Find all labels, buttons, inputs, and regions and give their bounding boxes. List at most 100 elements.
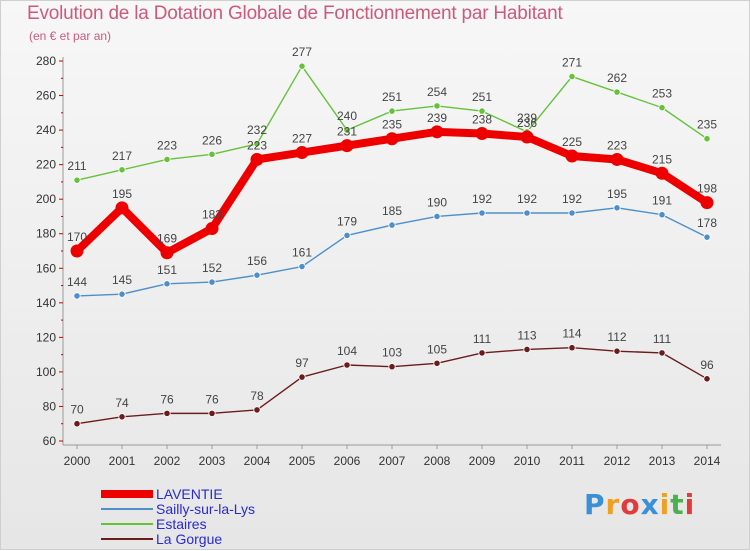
data-label: 103 — [382, 346, 402, 360]
data-label: 185 — [382, 204, 402, 218]
data-point — [298, 262, 306, 271]
data-point — [703, 233, 711, 241]
data-point — [163, 409, 171, 417]
data-point — [610, 152, 624, 166]
y-tick-label: 280 — [36, 54, 56, 68]
data-point — [433, 359, 441, 367]
data-point — [343, 126, 351, 134]
data-point — [703, 375, 711, 383]
data-label: 239 — [517, 111, 537, 125]
legend-swatch — [101, 490, 153, 498]
x-tick-label: 2009 — [469, 454, 496, 468]
data-label: 156 — [247, 254, 267, 268]
y-tick-label: 220 — [36, 158, 56, 172]
logo-letter: i — [684, 488, 696, 521]
x-tick-label: 2011 — [559, 454, 585, 468]
y-tick-label: 200 — [36, 192, 56, 206]
data-label: 191 — [652, 194, 672, 208]
data-point — [568, 344, 576, 352]
data-point — [208, 150, 216, 158]
data-point — [340, 139, 354, 153]
data-label: 192 — [472, 192, 492, 206]
data-label: 253 — [652, 87, 672, 101]
data-label: 183 — [202, 208, 222, 222]
data-point — [655, 166, 669, 180]
data-label: 240 — [337, 109, 357, 123]
data-label: 161 — [292, 246, 312, 260]
data-label: 192 — [517, 192, 537, 206]
data-point — [343, 361, 351, 369]
y-tick-label: 180 — [36, 227, 56, 241]
data-label: 151 — [157, 263, 177, 277]
data-point — [430, 125, 444, 139]
data-point — [160, 246, 174, 260]
data-point — [295, 146, 309, 160]
logo-letter: r — [605, 488, 621, 521]
legend-label: La Gorgue — [156, 531, 223, 547]
data-label: 231 — [337, 125, 357, 139]
data-label: 96 — [700, 358, 714, 372]
data-point — [700, 196, 714, 210]
y-tick-label: 140 — [36, 296, 56, 310]
legend-swatch — [101, 508, 153, 510]
data-point — [568, 72, 576, 81]
data-point — [115, 201, 129, 215]
data-label: 277 — [292, 45, 312, 59]
data-point — [208, 409, 216, 417]
logo-letter: x — [640, 488, 660, 521]
series-sailly-sur-la-lys — [73, 204, 711, 300]
data-label: 152 — [202, 261, 222, 275]
data-label: 211 — [67, 159, 86, 173]
data-label: 195 — [607, 187, 627, 201]
data-label: 251 — [472, 90, 492, 104]
data-label: 192 — [562, 192, 582, 206]
data-point — [565, 149, 579, 163]
data-point — [523, 209, 531, 217]
data-label: 271 — [562, 56, 582, 70]
legend-label: LAVENTIE — [156, 486, 223, 502]
proxiti-logo: Proxiti — [584, 488, 695, 521]
data-label: 215 — [652, 152, 672, 166]
data-label: 225 — [562, 135, 582, 149]
data-point — [208, 278, 216, 286]
y-tick-label: 260 — [36, 89, 56, 103]
data-label: 104 — [337, 344, 357, 358]
data-point — [253, 140, 261, 148]
logo-letter: t — [670, 488, 685, 521]
data-point — [118, 166, 126, 174]
data-label: 226 — [202, 133, 222, 147]
data-point — [253, 271, 261, 279]
data-label: 70 — [70, 403, 84, 417]
data-label: 262 — [607, 71, 627, 85]
data-point — [118, 290, 126, 298]
y-tick-label: 60 — [43, 434, 57, 448]
series-la-gorgue — [73, 344, 711, 428]
logo-letter: i — [659, 488, 671, 521]
x-tick-label: 2010 — [514, 454, 541, 468]
data-point — [433, 212, 441, 221]
y-tick-label: 160 — [36, 261, 56, 275]
data-point — [433, 102, 441, 110]
x-tick-label: 2003 — [199, 454, 226, 468]
data-point — [478, 349, 486, 357]
data-label: 254 — [427, 85, 447, 99]
data-point — [613, 204, 621, 212]
data-label: 114 — [562, 327, 581, 341]
legend-swatch — [101, 523, 153, 525]
x-tick-label: 2000 — [64, 454, 91, 468]
logo-letter: o — [620, 488, 641, 521]
x-tick-label: 2004 — [244, 454, 271, 468]
data-label: 235 — [382, 118, 402, 132]
data-label: 235 — [697, 118, 717, 132]
data-point — [658, 211, 666, 219]
data-label: 97 — [295, 356, 309, 370]
data-point — [118, 413, 126, 421]
data-point — [298, 62, 306, 70]
data-point — [520, 130, 534, 144]
x-tick-label: 2002 — [154, 454, 181, 468]
y-tick-label: 80 — [43, 399, 57, 413]
data-label: 238 — [472, 113, 492, 127]
x-tick-label: 2006 — [334, 454, 361, 468]
legend-swatch — [101, 538, 153, 540]
